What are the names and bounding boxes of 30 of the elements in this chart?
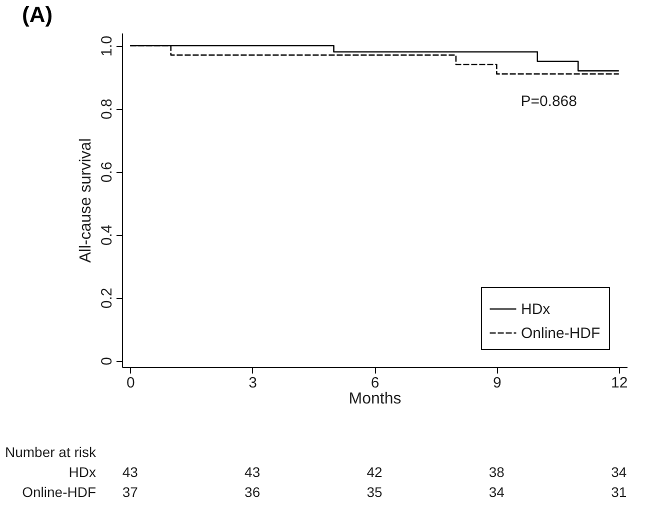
text: 34 [488,484,505,500]
x-tick-label: 9 [493,374,502,392]
text: 37 [122,484,138,500]
x-tick-label: 6 [370,374,380,392]
y-tick-label: 0.4 [98,224,116,246]
legend-label: Online-HDF [521,325,600,342]
text: 43 [244,464,260,480]
y-tick-label: 0.2 [98,288,116,309]
legend-label: HDx [521,301,551,318]
text: HDx [68,464,96,480]
y-tick-label: 1.0 [98,36,116,57]
text: 43 [122,464,138,480]
text: Online-HDF [22,484,96,500]
y-tick-label: 0.8 [98,98,116,120]
x-tick-label: 3 [248,374,257,392]
y-tick-label: 0 [98,357,116,366]
text: 31 [611,484,627,500]
text: 42 [366,464,382,480]
x-axis-title: Months [348,390,402,408]
text: Number at risk [4,444,97,460]
annotation: P=0.868 [520,93,577,110]
y-tick-label: 0.6 [98,162,116,183]
text: 35 [366,484,382,500]
text: 34 [611,464,627,480]
text: 36 [244,484,260,500]
text: 38 [488,464,505,480]
x-tick-label: 12 [611,374,628,392]
x-tick-label: 0 [126,374,135,392]
chart-title: (A) [22,2,53,27]
y-axis-title: All-cause survival [78,138,94,263]
